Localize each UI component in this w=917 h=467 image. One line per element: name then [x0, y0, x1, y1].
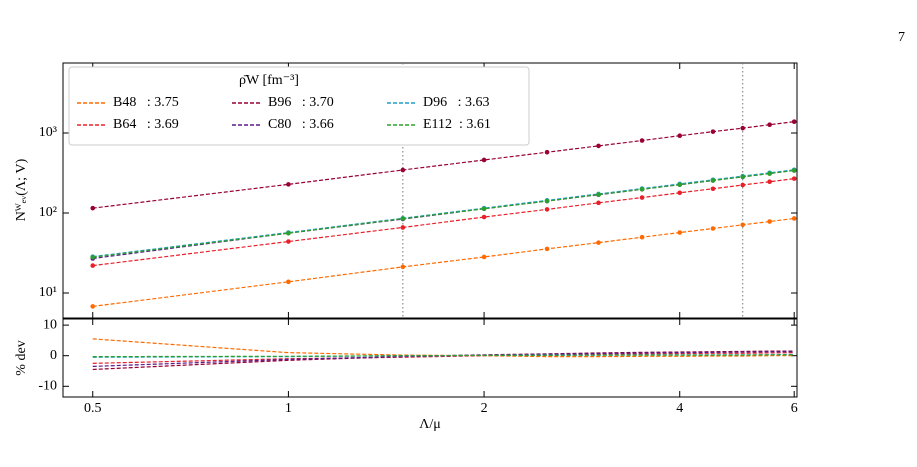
data-point: [286, 279, 291, 285]
main-frame: [62, 62, 798, 319]
data-point: [90, 304, 96, 309]
data-point: [481, 157, 487, 163]
data-point: [400, 167, 406, 173]
y-tick-label: 10²: [39, 205, 57, 220]
page-number: 7: [898, 30, 905, 45]
data-point: [596, 200, 601, 206]
legend-label: E112 : 3.61: [423, 117, 491, 132]
data-point: [481, 206, 487, 212]
data-point: [767, 219, 772, 224]
series-line: [92, 351, 795, 368]
data-point: [710, 226, 716, 231]
y-tick-label: 10: [43, 317, 57, 332]
data-point: [791, 176, 797, 181]
y-tick-label: -10: [38, 379, 57, 394]
series-group: [90, 119, 797, 309]
data-point: [90, 205, 96, 211]
data-point: [740, 182, 746, 188]
data-point: [400, 216, 406, 221]
y-tick-label: 10³: [39, 125, 57, 140]
data-point: [677, 190, 683, 196]
legend-label: D96 : 3.63: [423, 95, 490, 110]
data-point: [90, 254, 96, 260]
data-point: [710, 178, 716, 183]
data-point: [767, 171, 772, 176]
data-point: [639, 138, 645, 143]
data-point: [767, 179, 772, 185]
series-line: [92, 169, 795, 258]
data-point: [710, 129, 716, 134]
data-point: [740, 125, 746, 131]
data-point: [639, 195, 645, 200]
data-point: [596, 192, 601, 197]
data-point: [710, 186, 716, 192]
data-point: [286, 182, 291, 187]
data-point: [544, 207, 550, 212]
series-line: [92, 169, 795, 258]
data-point: [481, 254, 487, 260]
series-line: [92, 178, 795, 267]
data-point: [791, 119, 797, 124]
y-tick-label: 0: [50, 348, 57, 363]
x-tick-label: 6: [791, 401, 798, 416]
x-tick-label: 1: [285, 401, 292, 416]
data-point: [639, 186, 645, 192]
y-axis-label: % dev: [14, 340, 29, 375]
data-point: [400, 264, 406, 270]
data-point: [286, 239, 291, 244]
data-point: [400, 225, 406, 230]
data-point: [596, 240, 601, 245]
data-point: [286, 230, 291, 236]
series-line: [92, 217, 795, 307]
data-point: [90, 263, 96, 268]
legend-label: C80 : 3.66: [268, 117, 334, 132]
data-point: [740, 174, 746, 180]
dev-frame: [62, 318, 798, 398]
data-point: [767, 122, 772, 127]
series-line: [92, 354, 795, 358]
x-tick-label: 4: [676, 401, 683, 416]
legend-label: B64 : 3.69: [113, 117, 179, 132]
series-line: [92, 121, 795, 209]
x-tick-label: 0.5: [84, 401, 102, 416]
legend-title: ρ̄W [fm⁻³]: [239, 73, 299, 88]
legend-label: B96 : 3.70: [268, 95, 334, 110]
y-tick-label: 10¹: [39, 285, 57, 300]
data-point: [791, 168, 797, 173]
series-group: [92, 338, 795, 371]
data-point: [639, 234, 645, 240]
data-point: [791, 216, 797, 221]
data-point: [544, 246, 550, 252]
series-line: [92, 338, 795, 358]
x-axis-label: Λ/μ: [419, 417, 441, 432]
x-tick-label: 2: [481, 401, 488, 416]
data-point: [544, 198, 550, 204]
y-axis-label: Nᵂₑᵥ(Λ; V): [14, 158, 29, 221]
data-point: [481, 214, 487, 220]
data-point: [740, 222, 746, 228]
data-point: [677, 230, 683, 235]
data-point: [544, 149, 550, 155]
data-point: [596, 143, 601, 149]
data-point: [677, 182, 683, 187]
data-point: [677, 133, 683, 139]
legend-label: B48 : 3.75: [113, 95, 179, 110]
